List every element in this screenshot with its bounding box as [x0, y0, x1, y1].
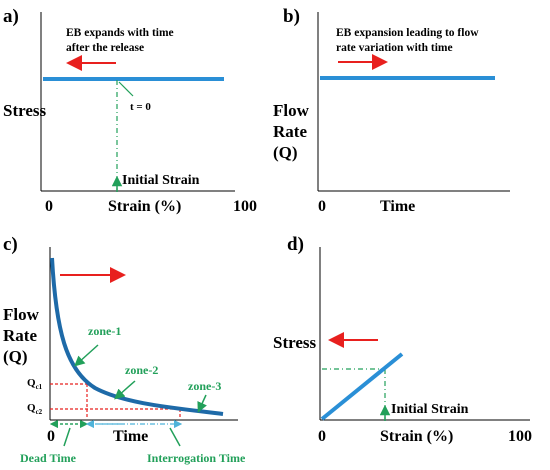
panel-c-interrogation-pointer — [169, 427, 181, 447]
panel-a-xlabel: Strain (%) — [108, 198, 181, 215]
panel-b-ylabel-line1: Flow — [273, 101, 310, 120]
panel-c-label: c) — [3, 234, 18, 255]
panel-c-ylabel-line1: Flow — [3, 305, 40, 324]
panel-b-label: b) — [283, 6, 300, 27]
panel-d-stress-strain-line — [320, 352, 404, 421]
panel-c-qc1-label: Qc1 — [27, 377, 43, 391]
panel-c-zone1-pointer — [74, 344, 99, 367]
panel-d-xlabel: Strain (%) — [380, 428, 453, 445]
panel-c-ylabel-line2: Rate — [3, 326, 37, 345]
panel-c-interrogation-time-label: Interrogation Time — [147, 451, 246, 465]
panel-d-x0: 0 — [318, 428, 326, 445]
panel-a-initial-strain-label: Initial Strain — [122, 173, 200, 188]
panel-c-zone3-label: zone-3 — [188, 379, 221, 393]
panel-c-x0: 0 — [47, 428, 55, 445]
panel-b: b) EB expansion leading to flow rate var… — [273, 6, 510, 215]
panel-b-note-line1: EB expansion leading to flow — [336, 27, 479, 39]
panel-a-t0-label: t = 0 — [130, 101, 151, 113]
panel-b-ylabel-line2: Rate — [273, 122, 307, 141]
panel-c-zone2-pointer — [114, 380, 136, 400]
panel-b-note-line2: rate variation with time — [336, 42, 453, 54]
panel-b-x0: 0 — [318, 198, 326, 215]
panel-a-ylabel: Stress — [3, 101, 47, 120]
panel-a: a) EB expands with time after the releas… — [3, 6, 257, 215]
panel-a-t0-pointer — [118, 81, 134, 97]
panel-c-flow-curve — [50, 257, 224, 416]
panel-c-zone3-pointer — [197, 394, 207, 413]
panel-c-xlabel: Time — [113, 428, 148, 445]
panel-b-ylabel-line3: (Q) — [273, 143, 298, 162]
panel-c-ylabel-line3: (Q) — [3, 347, 28, 366]
panel-c-zone2-label: zone-2 — [125, 363, 158, 377]
panel-a-note-line1: EB expands with time — [66, 27, 174, 39]
panel-c-dead-time-label: Dead Time — [20, 451, 77, 465]
panel-a-label: a) — [3, 6, 19, 27]
panel-c-qc2-label: Qc2 — [27, 402, 43, 416]
panel-c-dead-time-pointer — [63, 427, 71, 447]
panel-d-ylabel: Stress — [273, 333, 317, 352]
panel-c: c) zone-1 zone-2 zone-3 Qc1 Qc2 Flow Rat… — [3, 234, 246, 465]
panel-d-x100: 100 — [508, 428, 532, 445]
panel-d: d) Stress Initial Strain 0 Strain (%) 10… — [273, 234, 532, 445]
panel-a-x100: 100 — [233, 198, 257, 215]
panel-b-xlabel: Time — [380, 198, 415, 215]
panel-c-zone1-label: zone-1 — [88, 324, 121, 338]
panel-d-label: d) — [287, 234, 304, 255]
panel-a-note-line2: after the release — [66, 42, 144, 54]
panel-d-initial-strain-label: Initial Strain — [391, 402, 469, 417]
panel-a-x0: 0 — [45, 198, 53, 215]
